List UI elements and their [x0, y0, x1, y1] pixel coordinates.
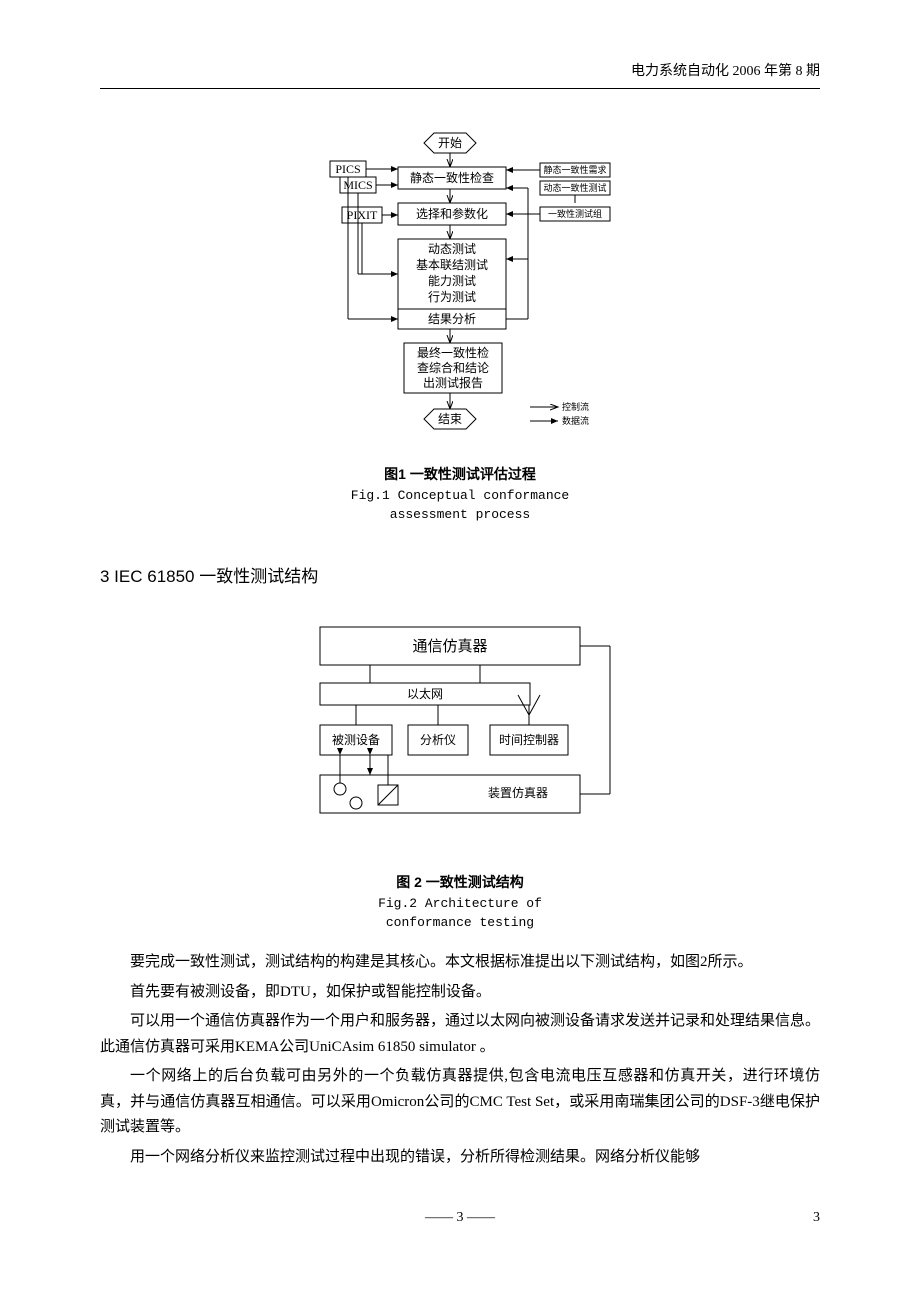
figure-2: 通信仿真器 以太网 被测设备 分析仪 时间控制器 装置仿真器 — [100, 617, 820, 930]
body-text: 要完成一致性测试，测试结构的构建是其核心。本文根据标准提出以下测试结构，如图2所… — [100, 950, 820, 1170]
footer-right: 3 — [813, 1210, 820, 1226]
node-time: 时间控制器 — [499, 733, 559, 747]
node-dyn-test: 动态测试 — [428, 241, 476, 256]
node-eth: 以太网 — [407, 686, 443, 701]
para-4: 一个网络上的后台负载可由另外的一个负载仿真器提供,包含电流电压互感器和仿真开关，… — [100, 1064, 820, 1141]
node-pics: PICS — [335, 162, 360, 176]
legend-data: 数据流 — [562, 415, 589, 426]
node-capability: 能力测试 — [428, 273, 476, 288]
figure-1: 开始 PICS MICS 静态一致性检查 静态一致性需求 动态一致性测试 一致性… — [100, 129, 820, 522]
para-5: 用一个网络分析仪来监控测试过程中出现的错误，分析所得检测结果。网络分析仪能够 — [100, 1145, 820, 1171]
node-final-l2: 查综合和结论 — [417, 360, 489, 375]
node-final-l1: 最终一致性检 — [417, 345, 489, 360]
fig1-caption-en1: Fig.1 Conceptual conformance — [100, 488, 820, 503]
node-sim: 通信仿真器 — [412, 637, 487, 655]
node-pixit: PIXIT — [347, 208, 378, 222]
node-dut: 被测设备 — [332, 733, 380, 747]
fig1-caption-en2: assessment process — [100, 507, 820, 522]
node-select-param: 选择和参数化 — [416, 206, 488, 221]
node-analyzer: 分析仪 — [420, 733, 456, 747]
fig1-caption-zh: 图1 一致性测试评估过程 — [100, 464, 820, 484]
node-start: 开始 — [438, 136, 462, 150]
para-3: 可以用一个通信仿真器作为一个用户和服务器，通过以太网向被测设备请求发送并记录和处… — [100, 1009, 820, 1060]
node-result-analysis: 结果分析 — [428, 312, 476, 326]
footer: —— 3 —— 3 — [100, 1210, 820, 1226]
page: 电力系统自动化 2006 年第 8 期 开始 PICS MICS — [0, 0, 920, 1286]
node-end: 结束 — [438, 412, 462, 426]
fig2-caption-zh: 图 2 一致性测试结构 — [100, 872, 820, 892]
figure-1-svg: 开始 PICS MICS 静态一致性检查 静态一致性需求 动态一致性测试 一致性… — [280, 129, 640, 449]
node-static-check: 静态一致性检查 — [410, 170, 494, 185]
section-3-heading: 3 IEC 61850 一致性测试结构 — [100, 562, 820, 587]
node-test-set: 一致性测试组 — [548, 208, 602, 219]
node-basic-link: 基本联结测试 — [416, 257, 488, 272]
legend-ctrl: 控制流 — [562, 401, 589, 412]
fig2-caption-en1: Fig.2 Architecture of — [100, 896, 820, 911]
para-2: 首先要有被测设备，即DTU，如保护或智能控制设备。 — [100, 980, 820, 1006]
running-header: 电力系统自动化 2006 年第 8 期 — [100, 60, 820, 89]
node-final-l3: 出测试报告 — [423, 375, 483, 390]
node-dev-sim: 装置仿真器 — [488, 786, 548, 800]
node-static-req: 静态一致性需求 — [543, 164, 606, 175]
footer-center: —— 3 —— — [100, 1210, 820, 1226]
para-1: 要完成一致性测试，测试结构的构建是其核心。本文根据标准提出以下测试结构，如图2所… — [100, 950, 820, 976]
fig2-caption-en2: conformance testing — [100, 915, 820, 930]
node-dyn-req: 动态一致性测试 — [543, 182, 606, 193]
figure-2-svg: 通信仿真器 以太网 被测设备 分析仪 时间控制器 装置仿真器 — [260, 617, 660, 837]
node-behavior: 行为测试 — [428, 289, 476, 304]
